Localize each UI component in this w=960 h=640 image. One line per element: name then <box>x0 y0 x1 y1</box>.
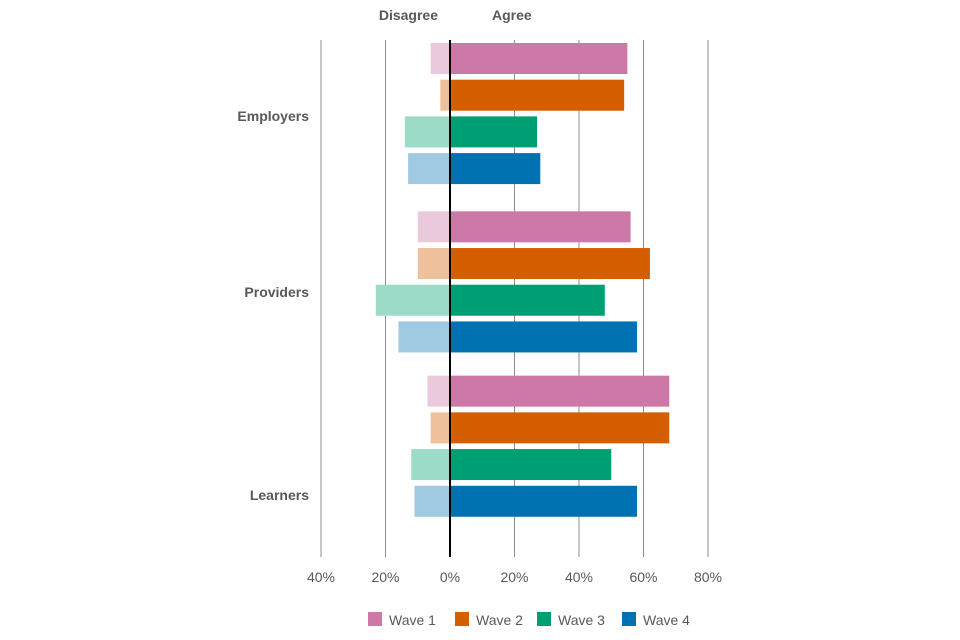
x-axis-ticks: 40% 20% 0% 20% 40% 60% 80% <box>307 569 722 585</box>
bar-agree-wave-1 <box>450 43 628 74</box>
legend-label: Wave 3 <box>558 612 605 628</box>
labels: Disagree Agree <box>379 7 532 23</box>
legend-label: Wave 1 <box>389 612 436 628</box>
bar-disagree-wave-4 <box>414 485 450 517</box>
legend-label: Wave 4 <box>643 612 690 628</box>
x-tick-label: 20% <box>500 569 528 585</box>
x-tick-label: 40% <box>307 569 335 585</box>
category-labels: Employers Providers Learners <box>237 108 309 503</box>
bar-agree-wave-3 <box>450 116 538 148</box>
bar-disagree-wave-2 <box>417 248 450 280</box>
bar-disagree-wave-4 <box>408 153 450 185</box>
x-tick-label: 20% <box>371 569 399 585</box>
bar-agree-wave-4 <box>450 321 638 353</box>
category-label: Employers <box>237 108 309 124</box>
bar-disagree-wave-3 <box>375 284 450 316</box>
legend-swatch <box>537 612 551 626</box>
x-tick-label: 80% <box>694 569 722 585</box>
bar-agree-wave-2 <box>450 79 625 111</box>
bar-disagree-wave-2 <box>440 79 450 111</box>
bar-agree-wave-3 <box>450 449 612 481</box>
bar-agree-wave-4 <box>450 485 638 517</box>
bar-agree-wave-1 <box>450 211 631 243</box>
bar-disagree-wave-3 <box>404 116 450 148</box>
x-tick-label: 40% <box>565 569 593 585</box>
bar-agree-wave-2 <box>450 412 670 444</box>
legend-swatch <box>455 612 469 626</box>
bars <box>375 43 670 517</box>
agree-title: Agree <box>492 7 532 23</box>
x-tick-label: 0% <box>440 569 460 585</box>
bar-disagree-wave-1 <box>427 375 450 407</box>
legend-swatch <box>368 612 382 626</box>
bar-disagree-wave-1 <box>417 211 450 243</box>
bar-agree-wave-2 <box>450 248 650 280</box>
category-label: Learners <box>250 487 309 503</box>
bar-agree-wave-1 <box>450 375 670 407</box>
legend: Wave 1 Wave 2 Wave 3 Wave 4 <box>368 612 690 628</box>
disagree-title: Disagree <box>379 7 438 23</box>
bar-disagree-wave-3 <box>411 449 450 481</box>
bar-agree-wave-3 <box>450 284 605 316</box>
category-label: Providers <box>244 284 309 300</box>
legend-label: Wave 2 <box>476 612 523 628</box>
x-tick-label: 60% <box>629 569 657 585</box>
bar-disagree-wave-4 <box>398 321 450 353</box>
bar-disagree-wave-1 <box>430 43 450 74</box>
bar-disagree-wave-2 <box>430 412 450 444</box>
bar-agree-wave-4 <box>450 153 541 185</box>
legend-swatch <box>622 612 636 626</box>
